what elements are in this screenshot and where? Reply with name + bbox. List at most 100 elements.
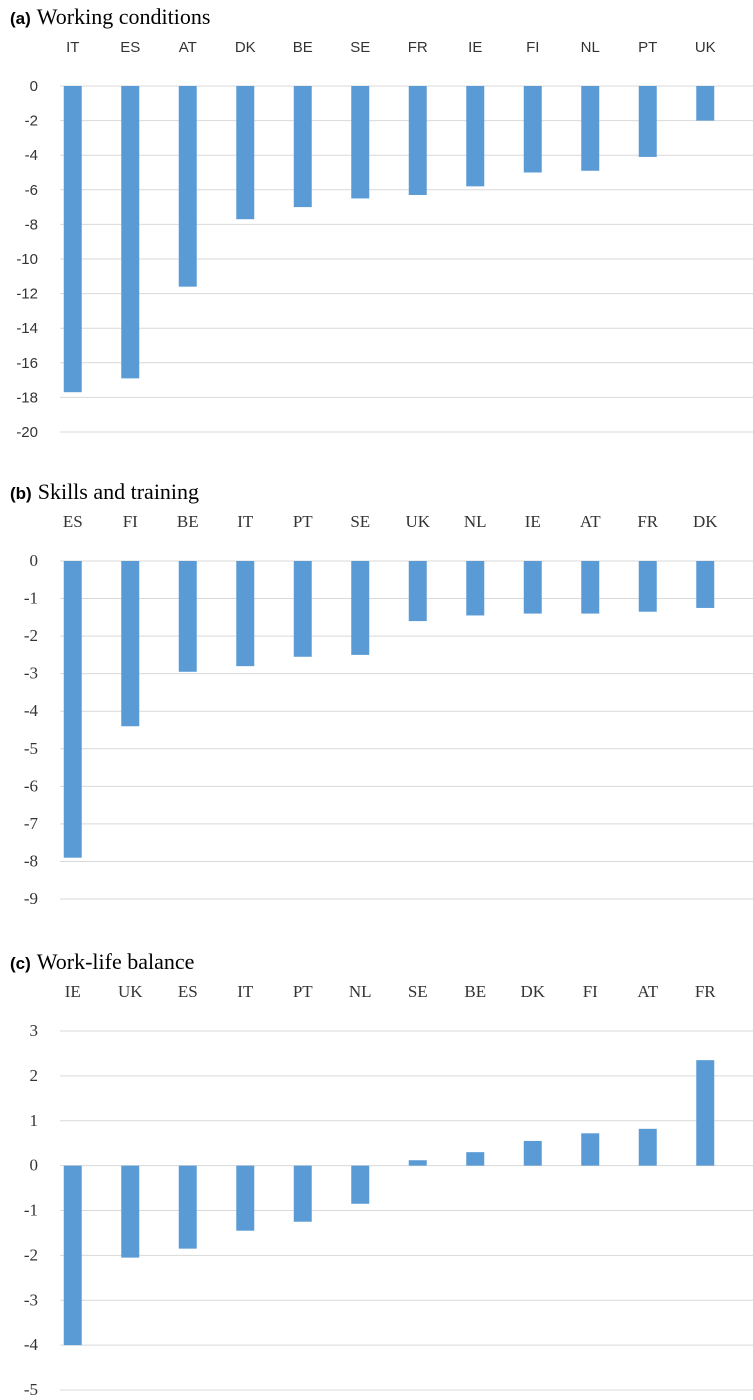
y-tick-label: 3: [30, 1021, 39, 1040]
bar-se: [351, 86, 370, 199]
skills-training-chart: 0 -1 -2 -3 -4 -5 -6 -7 -8 -9 ES FI BE IT PT SE UK NL IE AT F…: [24, 512, 753, 908]
category-label: AT: [580, 512, 601, 531]
category-label: UK: [118, 982, 143, 1001]
category-label: IT: [237, 512, 254, 531]
y-tick-label: 0: [30, 551, 39, 570]
y-tick-label: -16: [16, 355, 38, 372]
working-conditions-chart: 0 -2 -4 -6 -8 -10 -12 -14 -16 -18 -20 IT ES AT DK BE SE F…: [16, 39, 753, 441]
y-tick-label: -2: [25, 113, 38, 130]
category-label: IT: [237, 982, 254, 1001]
category-label: DK: [235, 39, 256, 56]
category-label: SE: [350, 39, 370, 56]
bar-es: [178, 1165, 197, 1249]
bar-es: [121, 86, 140, 379]
y-tick-label: -14: [16, 320, 38, 337]
bar-uk: [408, 561, 427, 622]
panel-letter: (a): [10, 9, 31, 28]
y-tick-label: -2: [24, 626, 38, 645]
bar-ie: [523, 561, 542, 614]
bar-se: [351, 561, 370, 655]
y-tick-label: -3: [24, 1290, 38, 1309]
category-label: SE: [350, 512, 370, 531]
bar-fi: [121, 561, 140, 727]
bar-dk: [696, 561, 715, 608]
bar-be: [178, 561, 197, 672]
bar-fi: [523, 86, 542, 173]
y-tick-label: -7: [24, 814, 39, 833]
category-label: IT: [66, 39, 79, 56]
category-label: PT: [638, 39, 657, 56]
category-label: NL: [581, 39, 600, 56]
category-label: FR: [695, 982, 716, 1001]
y-tick-label: 0: [30, 1156, 39, 1175]
bar-pt: [293, 561, 312, 657]
y-tick-label: -1: [24, 589, 38, 608]
panel-name: Work-life balance: [36, 949, 195, 974]
bar-uk: [121, 1165, 140, 1258]
y-tick-label: -3: [24, 664, 38, 683]
panel-working-conditions: (a) Working conditions 0 -2 -4 -6 -8 -10 -12 -14…: [0, 0, 753, 450]
category-label: UK: [695, 39, 716, 56]
bar-fr: [408, 86, 427, 195]
bar-at: [178, 86, 197, 287]
y-tick-label: -4: [25, 147, 38, 164]
y-tick-label: -8: [24, 851, 38, 870]
category-label: FR: [637, 512, 658, 531]
bar-nl: [581, 86, 600, 171]
y-tick-label: -1: [24, 1201, 38, 1220]
category-label: BE: [464, 982, 486, 1001]
bar-fi: [581, 1133, 600, 1166]
y-tick-label: -20: [16, 424, 38, 441]
y-tick-label: -5: [24, 739, 38, 758]
panel-title: (b) Skills and training: [10, 479, 199, 505]
category-label: ES: [178, 982, 198, 1001]
category-label: BE: [293, 39, 313, 56]
y-tick-label: -4: [24, 701, 39, 720]
category-label: FI: [526, 39, 539, 56]
panel-name: Skills and training: [37, 479, 200, 504]
y-tick-label: 0: [30, 78, 38, 95]
y-tick-label: -9: [24, 889, 38, 908]
category-label: IE: [468, 39, 482, 56]
category-label: NL: [464, 512, 487, 531]
category-label: DK: [693, 512, 718, 531]
category-label: ES: [120, 39, 140, 56]
category-label: FR: [408, 39, 428, 56]
category-label: BE: [177, 512, 199, 531]
category-label: IE: [65, 982, 81, 1001]
y-tick-label: -4: [24, 1335, 39, 1354]
panel-name: Working conditions: [36, 4, 211, 29]
category-label: UK: [405, 512, 430, 531]
bar-at: [638, 1128, 657, 1166]
bar-fr: [696, 1060, 715, 1166]
y-tick-label: -18: [16, 389, 38, 406]
y-tick-label: -2: [24, 1245, 38, 1264]
bar-it: [236, 1165, 255, 1231]
panel-letter: (c): [10, 954, 31, 973]
category-label: FI: [583, 982, 598, 1001]
bar-be: [293, 86, 312, 208]
category-label: AT: [179, 39, 197, 56]
y-tick-label: 2: [30, 1066, 39, 1085]
panel-title: (c) Work-life balance: [10, 949, 194, 975]
y-tick-label: -5: [24, 1380, 38, 1399]
y-tick-label: -12: [16, 286, 38, 303]
bar-es: [63, 561, 82, 858]
category-label: SE: [408, 982, 428, 1001]
bar-pt: [293, 1165, 312, 1222]
bar-be: [466, 1152, 485, 1166]
bar-se: [408, 1160, 427, 1166]
y-tick-label: 1: [30, 1111, 39, 1130]
work-life-balance-chart: 3 2 1 0 -1 -2 -3 -4 -5 IE UK ES IT PT NL SE BE DK FI AT FR: [24, 982, 753, 1399]
bar-dk: [236, 86, 255, 220]
category-label: AT: [637, 982, 658, 1001]
y-tick-label: -6: [24, 776, 38, 795]
bar-dk: [523, 1140, 542, 1166]
bar-ie: [63, 1165, 82, 1346]
category-label: PT: [293, 512, 313, 531]
bar-uk: [696, 86, 715, 121]
bar-nl: [351, 1165, 370, 1204]
bar-at: [581, 561, 600, 614]
bar-fr: [638, 561, 657, 612]
category-label: IE: [525, 512, 541, 531]
